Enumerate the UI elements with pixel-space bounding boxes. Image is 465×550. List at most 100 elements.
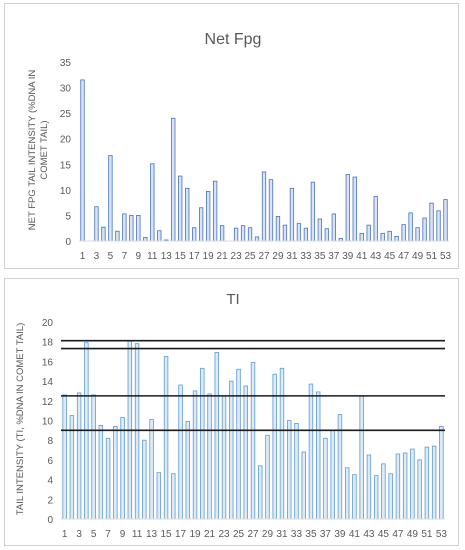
- bar-18: [199, 207, 204, 242]
- x-tick-label: 35: [305, 529, 317, 540]
- bar-51: [424, 446, 430, 520]
- bar-29: [275, 216, 281, 242]
- bar-27: [250, 361, 256, 520]
- y-tick-label: 8: [47, 436, 53, 447]
- y-tick-label: 12: [42, 397, 54, 408]
- bar-33: [294, 423, 299, 520]
- x-tick-label: 15: [160, 529, 172, 540]
- bar-32: [296, 223, 302, 242]
- bar-3: [76, 392, 82, 520]
- bar-47: [395, 453, 401, 520]
- x-tick-label: 23: [218, 529, 230, 540]
- y-tick-label: 0: [47, 515, 53, 526]
- bar-52: [436, 210, 441, 242]
- y-tick-labels: 0 5 10 15 20 25 30 35: [60, 58, 72, 248]
- bar-15: [178, 175, 183, 242]
- bar-24: [229, 380, 234, 520]
- x-tick-label: 21: [204, 529, 216, 540]
- bar-14: [171, 117, 176, 242]
- x-tick-label: 7: [122, 251, 128, 262]
- x-tick-label: 17: [175, 529, 187, 540]
- bar-42: [359, 395, 364, 520]
- bar-17: [178, 384, 183, 520]
- x-tick-label: 7: [105, 529, 111, 540]
- y-tick-label: 14: [42, 377, 54, 388]
- x-tick-label: 33: [291, 529, 303, 540]
- bar-44: [380, 232, 385, 242]
- x-tick-label: 25: [244, 251, 256, 262]
- bar-31: [289, 187, 295, 242]
- x-tick-label: 39: [342, 251, 354, 262]
- bar-1: [80, 79, 85, 242]
- bar-25: [236, 368, 241, 520]
- y-axis-label-line-2: COMET TAIL): [39, 120, 50, 179]
- bar-41: [359, 232, 364, 242]
- x-tick-label: 51: [421, 529, 433, 540]
- x-tick-label: 53: [440, 251, 452, 262]
- bar-11: [150, 163, 155, 242]
- bar-26: [243, 385, 248, 520]
- bar-46: [394, 235, 399, 242]
- x-tick-label: 11: [147, 251, 158, 262]
- x-tick-label: 27: [247, 529, 259, 540]
- x-tick-label: 9: [120, 529, 126, 540]
- x-tick-label: 15: [175, 251, 187, 262]
- x-tick-label: 19: [189, 529, 201, 540]
- x-tick-label: 35: [314, 251, 326, 262]
- x-tick-label: 45: [384, 251, 396, 262]
- x-tick-label: 49: [412, 251, 424, 262]
- bar-19: [206, 190, 211, 242]
- bar-36: [324, 228, 329, 242]
- x-tick-label: 31: [286, 251, 298, 262]
- bar-47: [401, 224, 406, 242]
- bar-50: [422, 217, 427, 242]
- bar-26: [254, 236, 260, 242]
- bar-27: [261, 171, 267, 242]
- y-tick-label: 20: [60, 135, 72, 146]
- chart-title: Net Fpg: [205, 31, 262, 48]
- bar-31: [279, 367, 285, 520]
- ti-chart: TI TAIL INTENSITY (TI, %DNA IN COMET TAI…: [15, 291, 448, 540]
- x-tick-label: 9: [136, 251, 142, 262]
- bar-33: [303, 227, 309, 242]
- x-tick-label: 47: [398, 251, 410, 262]
- bar-41: [352, 474, 357, 520]
- y-tick-label: 18: [42, 338, 54, 349]
- bar-12: [157, 230, 162, 242]
- bar-12: [142, 439, 147, 520]
- y-axis-label: NET FPG TAIL INTENSITY (%DNA IN COMET TA…: [27, 70, 50, 231]
- bar-35: [317, 218, 322, 242]
- bar-37: [323, 437, 328, 520]
- bar-7: [122, 213, 127, 242]
- bar-17: [192, 227, 197, 242]
- bar-46: [388, 473, 393, 520]
- bar-50: [417, 459, 422, 520]
- bar-35: [308, 383, 314, 520]
- bar-51: [429, 202, 434, 242]
- bar-9: [136, 215, 141, 242]
- y-tick-label: 16: [42, 357, 54, 368]
- bar-4: [101, 226, 106, 242]
- x-tick-label: 45: [378, 529, 390, 540]
- bar-45: [381, 463, 386, 520]
- x-tick-label: 41: [349, 529, 361, 540]
- bar-48: [408, 212, 413, 242]
- bar-6: [115, 230, 120, 242]
- bar-20: [212, 180, 218, 242]
- bar-19: [192, 390, 198, 520]
- x-tick-labels: 1 3 5 7 9 11 13 15 17 19 21 23 25 27 29 31 33 35 37 39 41 43 4…: [80, 251, 452, 262]
- bar-21: [207, 393, 212, 520]
- chart-title: TI: [226, 291, 239, 308]
- bar-40: [352, 176, 357, 242]
- x-tick-label: 29: [272, 251, 284, 262]
- bar-20: [200, 367, 205, 520]
- bar-48: [402, 452, 408, 520]
- bar-44: [373, 475, 379, 520]
- bar-40: [344, 467, 350, 520]
- x-tick-label: 21: [217, 251, 229, 262]
- bar-29: [265, 434, 270, 520]
- y-tick-label: 10: [60, 186, 72, 197]
- x-tick-labels: 1 3 5 7 9 11 13 15 17 19 21 23 25 27 29 31 33 35 37 39 41 43 4…: [62, 529, 448, 540]
- bar-28: [258, 465, 263, 520]
- bar-8: [129, 215, 134, 242]
